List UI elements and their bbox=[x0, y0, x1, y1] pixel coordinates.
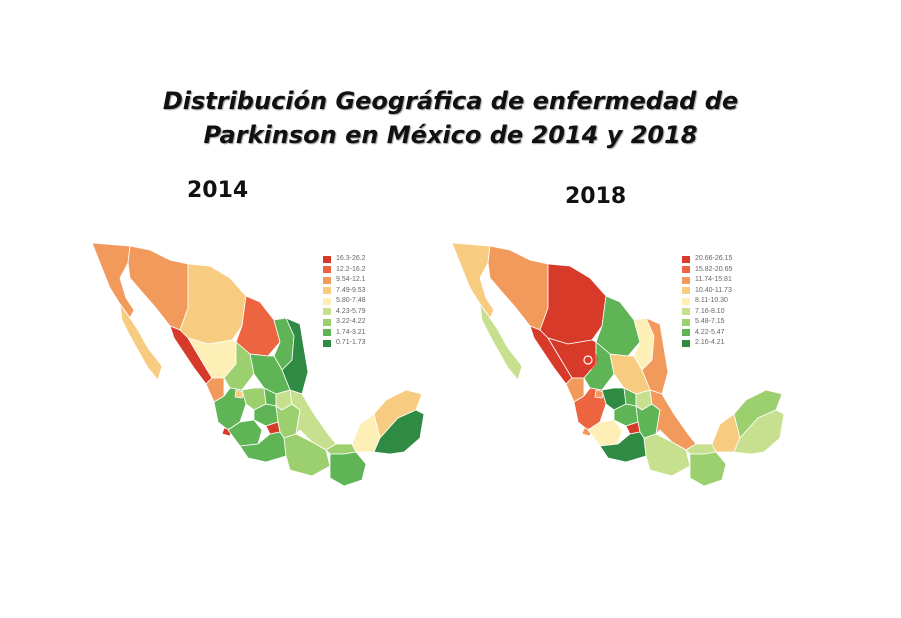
legend-label: 20.66-26.15 bbox=[695, 255, 733, 262]
state-aguascalientes bbox=[594, 389, 605, 399]
state-nayarit bbox=[565, 377, 585, 403]
state-baja-california-sur bbox=[119, 303, 163, 381]
legend-swatch bbox=[682, 339, 690, 347]
legend-item: 4.23-5.79 bbox=[323, 307, 366, 318]
legend-item: 8.11-10.30 bbox=[682, 296, 732, 307]
legend-item: 0.71-1.73 bbox=[323, 338, 366, 349]
state-sonora bbox=[127, 245, 189, 331]
state-chiapas bbox=[329, 451, 367, 487]
legend-item: 12.2-16.2 bbox=[323, 265, 366, 276]
state-chihuahua bbox=[539, 263, 607, 345]
title-line-2: Parkinson en México de 2014 y 2018 bbox=[203, 121, 698, 149]
legend-swatch bbox=[682, 318, 690, 326]
legend-item: 4.22-5.47 bbox=[682, 328, 732, 339]
legend-swatch bbox=[323, 276, 331, 284]
mexico-map-2014 bbox=[91, 242, 425, 487]
legend-label: 3.22-4.22 bbox=[336, 318, 366, 325]
legend-swatch bbox=[323, 297, 331, 305]
legend-swatch bbox=[682, 266, 690, 274]
map-2014: 16.3-26.2 12.2-16.2 9.54-12.1 7.49-9.53 5.80… bbox=[90, 238, 450, 488]
legend-swatch bbox=[682, 276, 690, 284]
legend-label: 7.49-9.53 bbox=[336, 286, 366, 294]
highlight-marker bbox=[578, 350, 598, 370]
legend-item: 10.40-11.73 bbox=[682, 286, 732, 297]
state-quintana-roo bbox=[733, 409, 785, 455]
legend-item: 20.66-26.15 bbox=[682, 254, 732, 265]
legend-label: 8.11-10.30 bbox=[695, 297, 728, 304]
legend-label: 4.22-5.47 bbox=[695, 328, 725, 336]
legend-swatch bbox=[682, 308, 690, 316]
legend-swatch bbox=[682, 255, 690, 263]
legend-label: 16.3-26.2 bbox=[336, 255, 366, 262]
year-label-2014: 2014 bbox=[187, 178, 249, 203]
title-line-1: Distribución Geográfica de enfermedad de bbox=[162, 87, 739, 115]
state-nayarit bbox=[205, 377, 225, 403]
legend-swatch bbox=[323, 255, 331, 263]
legend-item: 1.74-3.21 bbox=[323, 328, 366, 339]
legend-item: 2.16-4.21 bbox=[682, 338, 732, 349]
legend-item: 15.82-20.65 bbox=[682, 265, 732, 276]
legend-swatch bbox=[682, 329, 690, 337]
legend-item: 16.3-26.2 bbox=[323, 254, 366, 265]
year-label-2018: 2018 bbox=[565, 184, 627, 209]
legend-item: 7.49-9.53 bbox=[323, 286, 366, 297]
state-quintana-roo bbox=[373, 409, 425, 455]
legend-item: 9.54-12.1 bbox=[323, 275, 366, 286]
legend-label: 15.82-20.65 bbox=[695, 265, 733, 273]
legend-swatch bbox=[323, 266, 331, 274]
legend-swatch bbox=[323, 318, 331, 326]
state-sonora bbox=[487, 245, 549, 331]
legend-label: 11.74-15.81 bbox=[695, 276, 732, 283]
legend-swatch bbox=[323, 329, 331, 337]
mexico-map-2018 bbox=[451, 242, 785, 487]
legend-label: 7.16-8.10 bbox=[695, 307, 725, 315]
legend-item: 11.74-15.81 bbox=[682, 275, 732, 286]
legend-label: 2.16-4.21 bbox=[695, 339, 725, 346]
legend-2014: 16.3-26.2 12.2-16.2 9.54-12.1 7.49-9.53 5.80… bbox=[323, 254, 366, 349]
legend-label: 1.74-3.21 bbox=[336, 328, 366, 336]
legend-item: 7.16-8.10 bbox=[682, 307, 732, 318]
legend-swatch bbox=[323, 287, 331, 295]
state-baja-california-sur bbox=[479, 303, 523, 381]
legend-item: 5.80-7.48 bbox=[323, 296, 366, 307]
legend-label: 5.48-7.15 bbox=[695, 318, 725, 325]
legend-swatch bbox=[682, 297, 690, 305]
state-aguascalientes bbox=[234, 389, 245, 399]
state-chiapas bbox=[689, 451, 727, 487]
state-chihuahua bbox=[179, 263, 247, 345]
legend-item: 3.22-4.22 bbox=[323, 317, 366, 328]
legend-label: 0.71-1.73 bbox=[336, 339, 366, 346]
legend-label: 10.40-11.73 bbox=[695, 286, 732, 294]
page-title: Distribución Geográfica de enfermedad de… bbox=[0, 84, 901, 152]
map-2018: 20.66-26.15 15.82-20.65 11.74-15.81 10.40-1… bbox=[450, 238, 810, 488]
legend-label: 9.54-12.1 bbox=[336, 276, 366, 283]
legend-swatch bbox=[682, 287, 690, 295]
state-baja-california bbox=[451, 242, 495, 319]
legend-swatch bbox=[323, 308, 331, 316]
legend-swatch bbox=[323, 339, 331, 347]
legend-label: 5.80-7.48 bbox=[336, 297, 366, 304]
state-baja-california bbox=[91, 242, 135, 319]
legend-2018: 20.66-26.15 15.82-20.65 11.74-15.81 10.40-1… bbox=[682, 254, 732, 349]
legend-label: 4.23-5.79 bbox=[336, 307, 366, 315]
legend-label: 12.2-16.2 bbox=[336, 265, 366, 273]
legend-item: 5.48-7.15 bbox=[682, 317, 732, 328]
